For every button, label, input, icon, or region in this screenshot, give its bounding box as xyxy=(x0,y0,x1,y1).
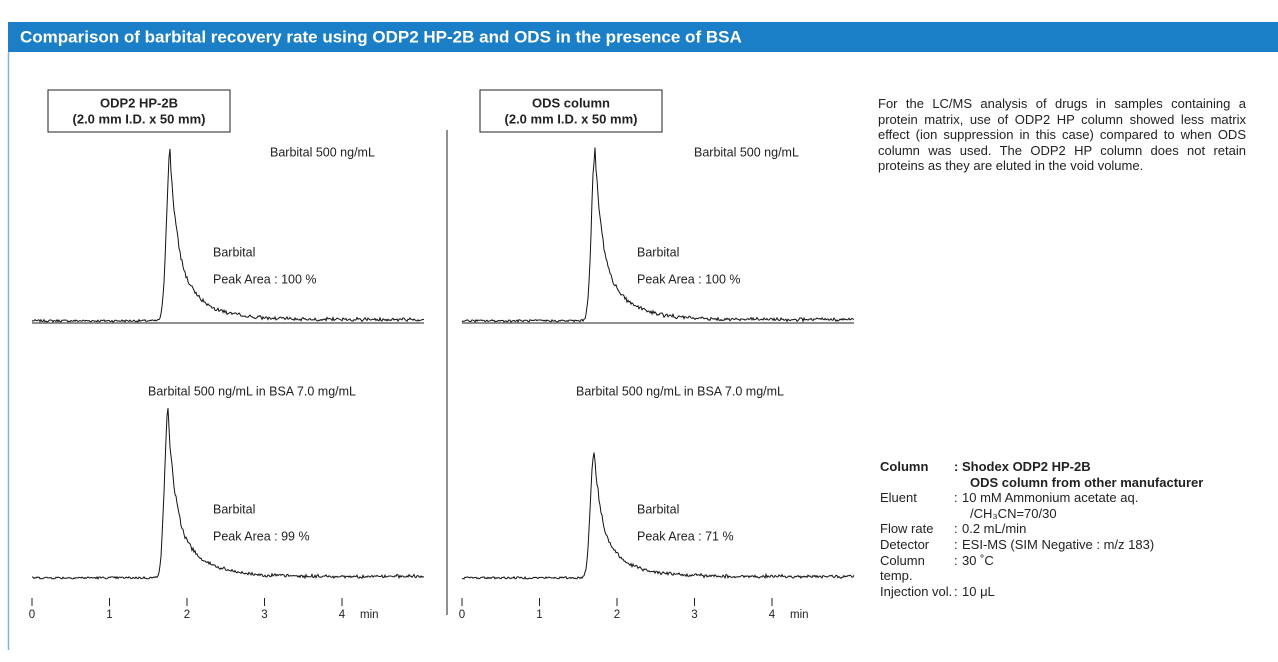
separator: : xyxy=(954,552,958,568)
column-label: (2.0 mm I.D. x 50 mm) xyxy=(505,111,638,126)
column-box xyxy=(479,89,663,133)
tick-label: 1 xyxy=(106,609,112,621)
condition-label: Injection vol. xyxy=(880,583,953,599)
sample-label: Barbital 500 ng/mL in BSA 7.0 mg/mL xyxy=(576,384,784,398)
separator: : xyxy=(954,583,958,599)
tick-label: 1 xyxy=(536,609,542,621)
tick-label: 4 xyxy=(769,609,776,621)
condition-label: Eluent xyxy=(880,490,917,506)
condition-value: Shodex ODP2 HP-2B xyxy=(962,459,1091,474)
condition-label: Flow rate xyxy=(880,521,934,537)
condition-row: Column temp.:30 ˚C xyxy=(880,553,1203,584)
peak-label: Barbital xyxy=(637,245,679,259)
sample-label: Barbital 500 ng/mL xyxy=(694,145,799,159)
condition-row: Detector: ESI-MS (SIM Negative : m/z 183) xyxy=(880,537,1203,553)
tick-label: 3 xyxy=(691,609,697,621)
condition-value: 10 mM Ammonium acetate aq. xyxy=(962,490,1139,506)
condition-row: Flow rate:0.2 mL/min xyxy=(880,521,1203,537)
conditions: Column: Shodex ODP2 HP-2B ODS column from … xyxy=(880,459,1203,599)
area-label: Peak Area : 99 % xyxy=(213,529,310,543)
condition-row: /CH₃CN=70/30 xyxy=(880,506,1203,522)
tick-label: 4 xyxy=(339,609,346,621)
separator: : xyxy=(954,490,958,506)
condition-value: 0.2 mL/min xyxy=(962,521,1027,537)
chromatogram xyxy=(461,452,855,580)
plots: ODP2 HP-2B(2.0 mm I.D. x 50 mm)Barbital … xyxy=(29,89,855,621)
condition-value: ODS column from other manufacturer xyxy=(970,474,1204,490)
area-label: Peak Area : 100 % xyxy=(213,272,317,286)
column-label: (2.0 mm I.D. x 50 mm) xyxy=(73,111,206,126)
condition-value: /CH₃CN=70/30 xyxy=(970,505,1057,521)
column-label: ODP2 HP-2B xyxy=(100,95,178,110)
condition-value: 30 ˚C xyxy=(962,552,994,568)
condition-row: Injection vol.:10 μL xyxy=(880,584,1203,600)
title-bar xyxy=(8,22,1278,52)
peak-label: Barbital xyxy=(213,245,255,259)
separator: : xyxy=(954,521,958,537)
description: For the LC/MS analysis of drugs in sampl… xyxy=(878,96,1246,174)
condition-value: ESI-MS (SIM Negative : m/z 183) xyxy=(962,536,1155,552)
peak-label: Barbital xyxy=(637,502,679,516)
condition-label: Detector xyxy=(880,536,930,552)
condition-row: Column: Shodex ODP2 HP-2B xyxy=(880,459,1203,475)
condition-label: Column xyxy=(880,459,929,474)
axis-unit: min xyxy=(360,609,379,621)
axis-unit: min xyxy=(790,609,809,621)
separator xyxy=(954,475,962,491)
tick-label: 3 xyxy=(261,609,267,621)
column-label: ODS column xyxy=(532,95,610,110)
separator: : xyxy=(954,459,959,474)
column-box xyxy=(47,89,231,133)
area-label: Peak Area : 100 % xyxy=(637,272,741,286)
tick-label: 0 xyxy=(459,609,465,621)
chromatogram xyxy=(461,147,855,323)
chromatogram xyxy=(31,408,425,580)
condition-row: ODS column from other manufacturer xyxy=(880,475,1203,491)
tick-label: 2 xyxy=(184,609,190,621)
spacer xyxy=(880,475,954,491)
separator: : xyxy=(954,536,958,552)
condition-row: Eluent:10 mM Ammonium acetate aq. xyxy=(880,490,1203,506)
tick-label: 2 xyxy=(614,609,620,621)
chromatogram xyxy=(31,148,425,323)
title: Comparison of barbital recovery rate usi… xyxy=(20,27,742,46)
condition-value: 10 μL xyxy=(962,583,995,599)
area-label: Peak Area : 71 % xyxy=(637,529,734,543)
sample-label: Barbital 500 ng/mL xyxy=(270,145,375,159)
condition-label: Column temp. xyxy=(880,552,925,584)
sample-label: Barbital 500 ng/mL in BSA 7.0 mg/mL xyxy=(148,384,356,398)
peak-label: Barbital xyxy=(213,502,255,516)
separator xyxy=(954,506,962,522)
tick-label: 0 xyxy=(29,609,35,621)
spacer xyxy=(880,506,954,522)
